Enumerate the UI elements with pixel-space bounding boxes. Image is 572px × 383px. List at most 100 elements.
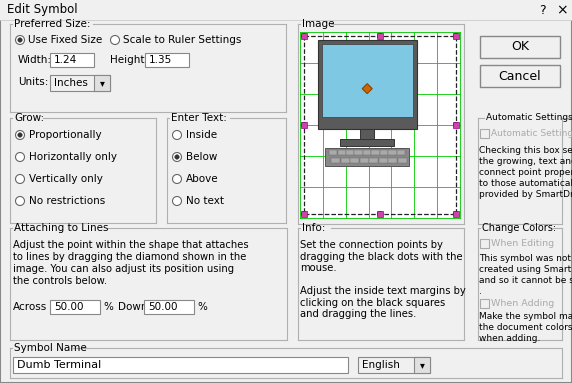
Text: Attaching to Lines: Attaching to Lines (14, 223, 109, 233)
Bar (321, 44, 413, 117)
Circle shape (110, 36, 120, 44)
Text: Adjust the point within the shape that attaches: Adjust the point within the shape that a… (13, 240, 249, 250)
Text: Edit Symbol: Edit Symbol (7, 3, 78, 16)
Text: dragging the black dots with the: dragging the black dots with the (300, 252, 463, 262)
Bar (369, 158, 378, 163)
Circle shape (15, 175, 25, 183)
Circle shape (301, 122, 307, 128)
Text: No restrictions: No restrictions (29, 196, 105, 206)
Polygon shape (362, 83, 372, 93)
Bar (480, 299, 489, 308)
Bar (337, 150, 346, 155)
Text: Cancel: Cancel (499, 69, 541, 82)
Text: created using SmartDraw: created using SmartDraw (479, 265, 572, 274)
Text: mouse.: mouse. (300, 263, 337, 273)
Text: Automatic Settings: Automatic Settings (491, 129, 572, 137)
Bar (301, 122, 307, 128)
Circle shape (173, 196, 181, 206)
Text: When Editing: When Editing (491, 239, 554, 247)
Text: the controls below.: the controls below. (13, 276, 107, 286)
Text: Enter Text:: Enter Text: (171, 113, 227, 123)
Bar (13, 357, 348, 373)
Bar (398, 158, 407, 163)
Circle shape (175, 155, 179, 159)
Text: to those automatically: to those automatically (479, 179, 572, 188)
Bar (355, 150, 363, 155)
Bar (358, 357, 430, 373)
Bar (50, 75, 110, 91)
Circle shape (301, 33, 307, 39)
Circle shape (453, 33, 459, 39)
Text: English: English (362, 360, 400, 370)
Circle shape (173, 152, 181, 162)
Bar (360, 129, 374, 139)
Bar (325, 148, 410, 166)
Circle shape (15, 36, 25, 44)
Text: Below: Below (186, 152, 217, 162)
Text: Automatic Settings: Automatic Settings (486, 113, 572, 123)
Text: Preferred Size:: Preferred Size: (14, 19, 90, 29)
Text: Grow:: Grow: (14, 113, 44, 123)
Text: clicking on the black squares: clicking on the black squares (300, 298, 445, 308)
Bar (453, 211, 459, 217)
Bar (480, 239, 489, 248)
Circle shape (15, 131, 25, 139)
Circle shape (453, 122, 459, 128)
Text: when adding.: when adding. (479, 334, 541, 343)
Bar (453, 122, 459, 128)
Text: 1.24: 1.24 (54, 55, 77, 65)
Text: This symbol was not: This symbol was not (479, 254, 571, 263)
Bar (480, 65, 560, 87)
Bar (388, 158, 398, 163)
Text: ×: × (556, 3, 568, 17)
Text: %: % (103, 302, 113, 312)
Text: Height:: Height: (110, 55, 148, 65)
Text: ▾: ▾ (100, 78, 105, 88)
Text: Info:: Info: (302, 223, 325, 233)
Circle shape (15, 196, 25, 206)
Text: Inches: Inches (54, 78, 88, 88)
Bar (388, 150, 396, 155)
Text: provided by SmartDraw.: provided by SmartDraw. (479, 190, 572, 199)
Text: Image: Image (302, 19, 335, 29)
Text: Horizontally only: Horizontally only (29, 152, 117, 162)
Bar (397, 150, 405, 155)
Text: Inside: Inside (186, 130, 217, 140)
Bar (414, 357, 430, 373)
Circle shape (173, 131, 181, 139)
Text: 50.00: 50.00 (148, 302, 177, 312)
Text: Down: Down (118, 302, 148, 312)
Text: Scale to Ruler Settings: Scale to Ruler Settings (123, 35, 241, 45)
Bar (360, 158, 369, 163)
Bar (50, 53, 94, 67)
Bar (340, 139, 395, 146)
Circle shape (173, 175, 181, 183)
Bar (145, 53, 189, 67)
Text: 1.35: 1.35 (149, 55, 172, 65)
Circle shape (377, 33, 383, 39)
Text: When Adding: When Adding (491, 298, 554, 308)
Bar (304, 36, 456, 214)
Bar (480, 129, 489, 138)
Text: ?: ? (539, 3, 545, 16)
Bar (380, 150, 388, 155)
Text: to lines by dragging the diamond shown in the: to lines by dragging the diamond shown i… (13, 252, 247, 262)
Text: ▾: ▾ (420, 360, 424, 370)
Circle shape (301, 211, 307, 217)
Text: Make the symbol match: Make the symbol match (479, 312, 572, 321)
Bar (480, 36, 560, 58)
Text: the document colors: the document colors (479, 323, 572, 332)
Bar (346, 150, 354, 155)
Text: OK: OK (511, 41, 529, 54)
Bar (340, 158, 349, 163)
Bar (301, 33, 307, 39)
Bar (301, 211, 307, 217)
Text: Symbol Name: Symbol Name (14, 343, 87, 353)
Bar (50, 300, 100, 314)
Text: 50.00: 50.00 (54, 302, 84, 312)
Circle shape (453, 211, 459, 217)
Bar (377, 33, 383, 39)
Bar (363, 150, 371, 155)
Text: connect point properties: connect point properties (479, 168, 572, 177)
Text: No text: No text (186, 196, 224, 206)
